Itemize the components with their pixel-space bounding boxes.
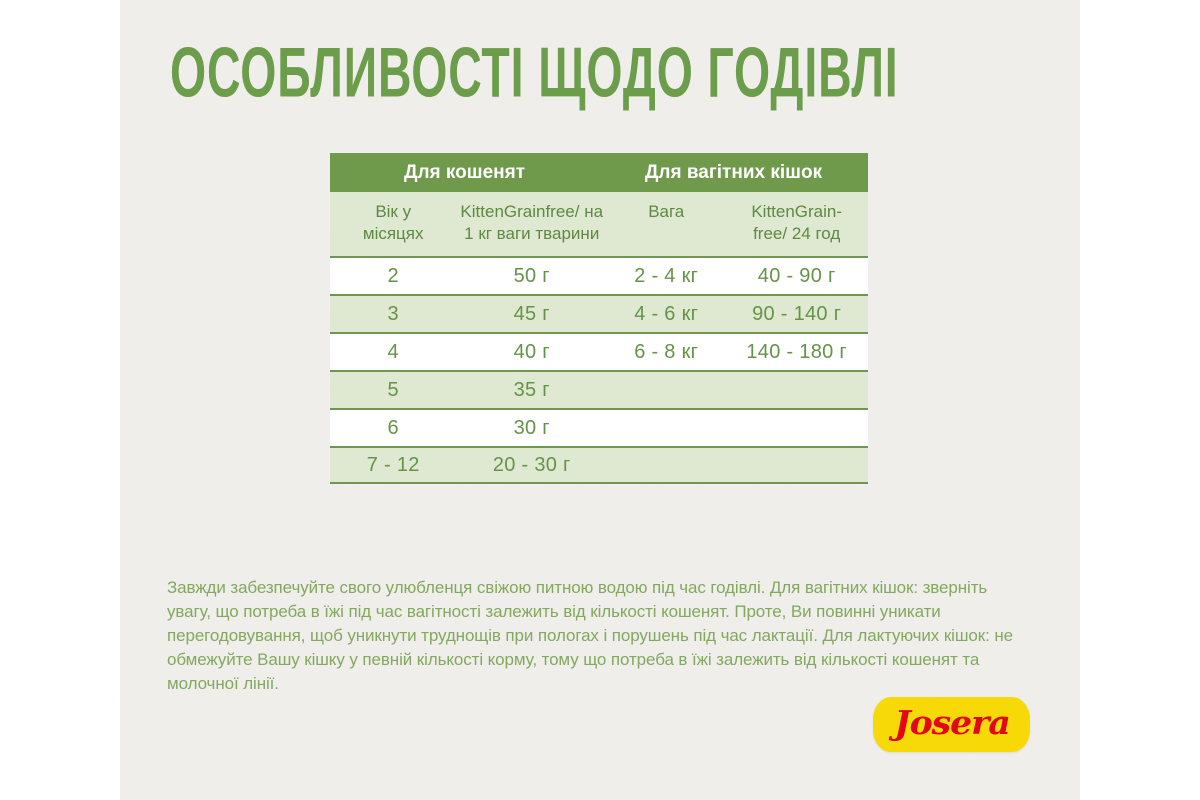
table-cell: 140 - 180 г: [746, 340, 848, 363]
table-cell: 35 г: [513, 378, 550, 401]
table-cell: [725, 410, 868, 446]
table-cell: 2: [387, 264, 399, 287]
column-header-per-kg: KittenGrainfree/ на 1 кг ваги тварини: [460, 202, 604, 243]
table-cell: 4: [387, 340, 399, 363]
table-row: 5 35 г: [330, 370, 868, 408]
feeding-note: Завжди забезпечуйте свого улюбленця свіж…: [167, 578, 1013, 693]
group-header-kittens: Для кошенят: [403, 161, 526, 183]
page-title: ОСОБЛИВОСТІ ЩОДО ГОДІВЛІ: [170, 34, 899, 113]
josera-logo: Josera: [873, 697, 1030, 752]
column-header-weight: Вага: [648, 202, 685, 221]
table-cell: 6 - 8 кг: [634, 340, 699, 363]
table-cell: 6: [387, 416, 399, 439]
feeding-guide-card: ОСОБЛИВОСТІ ЩОДО ГОДІВЛІ Для кошенят Для…: [120, 0, 1080, 800]
table-row: 2 50 г 2 - 4 кг 40 - 90 г: [330, 256, 868, 294]
table-cell: 50 г: [513, 264, 550, 287]
table-cell: 7 - 12: [366, 453, 420, 476]
table-cell: [725, 448, 868, 482]
table-row: 3 45 г 4 - 6 кг 90 - 140 г: [330, 294, 868, 332]
column-header-age: Вік у місяцях: [362, 202, 424, 243]
josera-logo-text: Josera: [893, 703, 1011, 742]
table-cell: 45 г: [513, 302, 550, 325]
feeding-table: Для кошенят Для вагітних кішок Вік у міс…: [330, 153, 868, 484]
table-row: 6 30 г: [330, 408, 868, 446]
table-cell: 40 - 90 г: [757, 264, 836, 287]
table-cell: 20 - 30 г: [492, 453, 571, 476]
table-group-header-row: Для кошенят Для вагітних кішок: [330, 153, 868, 192]
table-row: 4 40 г 6 - 8 кг 140 - 180 г: [330, 332, 868, 370]
table-cell: 2 - 4 кг: [634, 264, 699, 287]
table-cell: [607, 372, 725, 408]
table-cell: 30 г: [513, 416, 550, 439]
table-cell: 40 г: [513, 340, 550, 363]
table-cell: 90 - 140 г: [752, 302, 842, 325]
table-cell: [607, 448, 725, 482]
group-header-pregnant-cats: Для вагітних кішок: [644, 161, 823, 183]
table-column-header-row: Вік у місяцях KittenGrainfree/ на 1 кг в…: [330, 192, 868, 256]
column-header-per-24h: KittenGrain- free/ 24 год: [751, 202, 843, 243]
table-cell: 4 - 6 кг: [634, 302, 699, 325]
table-cell: 5: [387, 378, 399, 401]
table-cell: 3: [387, 302, 399, 325]
table-cell: [607, 410, 725, 446]
table-cell: [725, 372, 868, 408]
table-row: 7 - 12 20 - 30 г: [330, 446, 868, 484]
